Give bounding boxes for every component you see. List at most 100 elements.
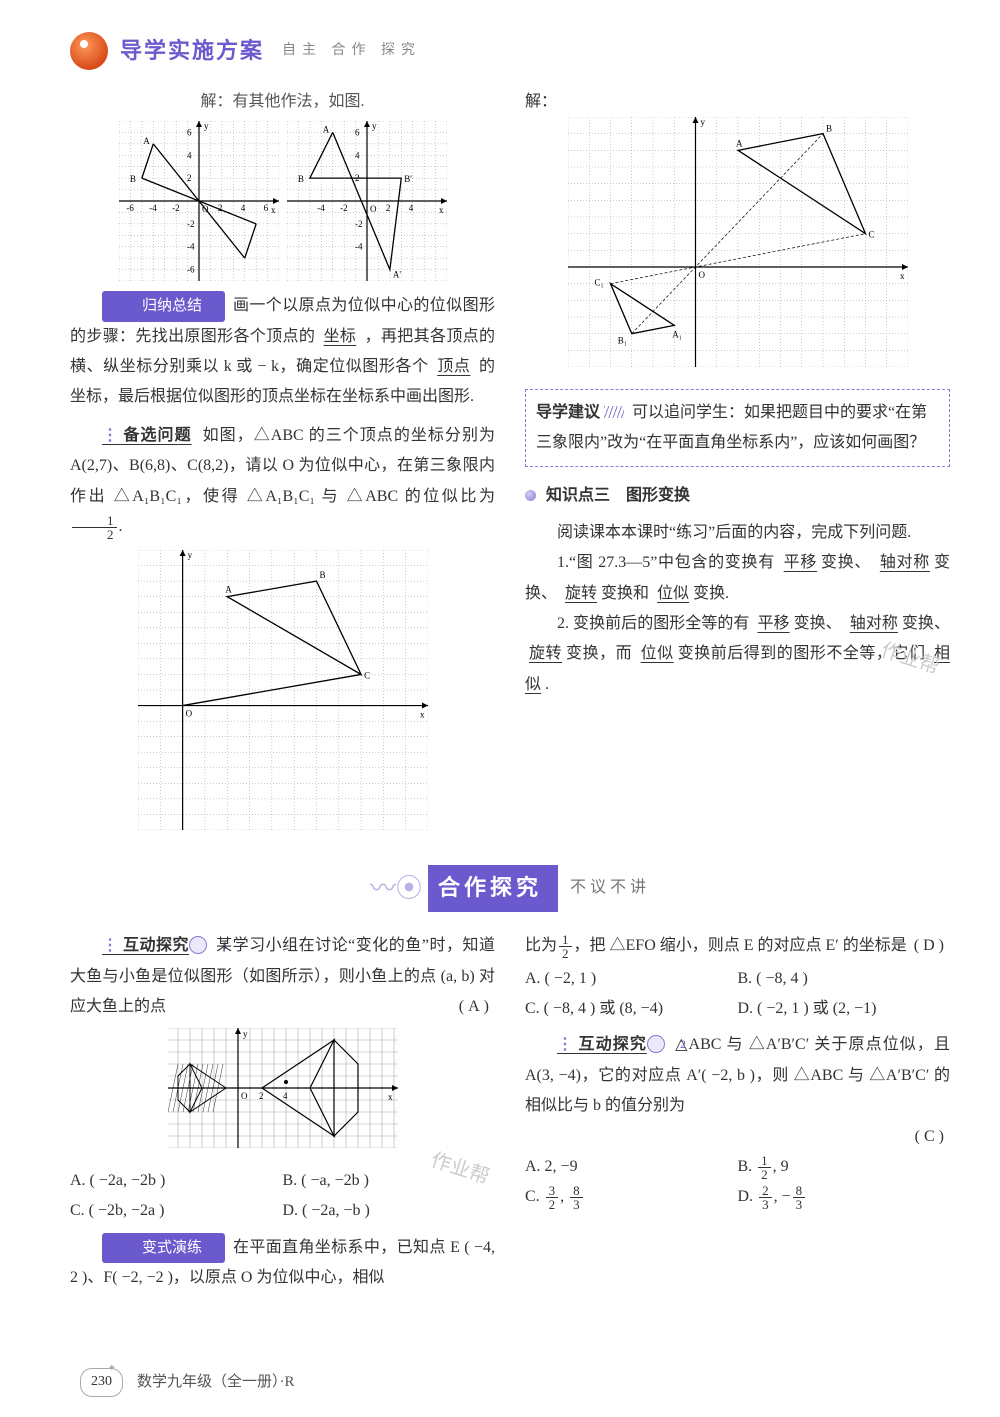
svg-text:x: x xyxy=(900,271,905,281)
h2-B: B. 12, 9 xyxy=(738,1152,951,1182)
page-number: 230 xyxy=(80,1368,123,1397)
svg-text:2: 2 xyxy=(385,203,390,213)
svg-text:6: 6 xyxy=(187,128,192,138)
svg-text:O: O xyxy=(241,1091,248,1101)
svg-text:-2: -2 xyxy=(355,219,363,229)
svg-text:B: B xyxy=(319,571,325,581)
svg-text:y: y xyxy=(243,1029,248,1039)
svg-text:C₁: C₁ xyxy=(594,278,603,288)
footer-text: 数学九年级（全一册）·R xyxy=(137,1368,295,1397)
left-column: 解：有其他作法，如图. xyO-6-4-2246-6-4-2246AB xyO-… xyxy=(70,87,495,842)
svg-text:4: 4 xyxy=(283,1091,288,1101)
svg-text:x: x xyxy=(420,710,425,720)
svg-text:x: x xyxy=(271,205,276,215)
hd2-label: 互动探究 xyxy=(557,1036,647,1053)
svg-text:x: x xyxy=(439,205,444,215)
q1: 1.“图 27.3—5”中包含的变换有 平移变换、 轴对称变换、 旋转变换和 位… xyxy=(525,548,950,609)
svg-text:4: 4 xyxy=(187,150,192,160)
svg-text:B₁: B₁ xyxy=(617,336,626,346)
backup-frac: 12 xyxy=(72,514,117,541)
var-answer: ( D ) xyxy=(914,931,944,961)
page-header: 导学实施方案 自主 合作 探究 xyxy=(70,30,950,72)
summary-para: 归纳总结 画一个以原点为位似中心的位似图形的步骤：先找出原图形各个顶点的 坐标 … xyxy=(70,291,495,413)
vopt-C: C. ( −8, 4 ) 或 (8, −4) xyxy=(525,994,738,1024)
kp-title: 图形变换 xyxy=(626,487,690,504)
hatch-icon xyxy=(604,406,624,418)
svg-text:4: 4 xyxy=(355,150,360,160)
answer-graph: xyOABCA₁B₁C₁ xyxy=(568,117,908,367)
hd1-answer: ( A ) xyxy=(427,992,489,1022)
h2-D: D. 23, −83 xyxy=(738,1182,951,1212)
kp-intro: 阅读课本本课时“练习”后面的内容，完成下列问题. xyxy=(525,518,950,548)
svg-text:O: O xyxy=(185,709,192,719)
vopt-D: D. ( −2, 1 ) 或 (2, −1) xyxy=(738,994,951,1024)
advice-title: 导学建议 xyxy=(536,404,600,421)
big-graph: x y O A B C xyxy=(138,550,428,830)
bottom-right: 比为12，把 △EFO 缩小，则点 E 的对应点 E′ 的坐标是 ( D ) A… xyxy=(525,931,950,1293)
svg-text:-6: -6 xyxy=(126,203,134,213)
hd1-label: 互动探究 xyxy=(102,937,189,954)
svg-text:-4: -4 xyxy=(317,203,325,213)
summary-blank2: 顶点 xyxy=(433,358,474,375)
svg-text:O: O xyxy=(370,204,377,214)
sol-label: 解： xyxy=(525,93,557,110)
svg-text:A: A xyxy=(736,139,743,149)
vopt-B: B. ( −8, 4 ) xyxy=(738,964,951,994)
banner-title: 合作探究 xyxy=(428,865,558,913)
kp-label: 知识点三 xyxy=(546,487,610,504)
var-cont: 比为12，把 △EFO 缩小，则点 E 的对应点 E′ 的坐标是 ( D ) xyxy=(525,931,950,961)
banner-deco-icon: 〰⦿ xyxy=(370,864,422,913)
svg-text:y: y xyxy=(187,550,192,560)
bottom-columns: 互动探究1 某学习小组在讨论“变化的鱼”时，知道大鱼与小鱼是位似图形（如图所示）… xyxy=(70,931,950,1293)
hd2-para: 互动探究2 △ABC 与 △A′B′C′ 关于原点位似，且 A(3, −4)，它… xyxy=(525,1030,950,1121)
svg-text:-4: -4 xyxy=(149,203,157,213)
small-graph-2: xyO-4-224-4-2246ABB'A' xyxy=(287,121,447,281)
svg-text:C: C xyxy=(868,230,874,240)
hd2-options: A. 2, −9 B. 12, 9 C. 32, 83 D. 23, −83 xyxy=(525,1152,950,1213)
opt-A: A. ( −2a, −2b ) xyxy=(70,1166,283,1196)
svg-text:y: y xyxy=(700,117,705,127)
svg-text:B: B xyxy=(129,174,135,184)
big-graph-wrap: x y O A B C xyxy=(70,550,495,841)
svg-text:A: A xyxy=(225,585,232,595)
svg-text:2: 2 xyxy=(259,1091,264,1101)
fish-graph-wrap: Ox y 2 4 xyxy=(70,1028,495,1159)
logo-icon xyxy=(70,32,108,70)
var-tag: 变式演练 xyxy=(102,1233,225,1264)
backup-problem: 备选问题 如图，△ABC 的三个顶点的坐标分别为 A(2,7)、B(6,8)、C… xyxy=(70,421,495,543)
hd1-num: 1 xyxy=(189,936,207,954)
var-options: A. ( −2, 1 ) B. ( −8, 4 ) C. ( −8, 4 ) 或… xyxy=(525,964,950,1025)
svg-text:-4: -4 xyxy=(355,242,363,252)
svg-text:2: 2 xyxy=(217,203,222,213)
svg-text:B': B' xyxy=(404,174,412,184)
bottom-left: 互动探究1 某学习小组在讨论“变化的鱼”时，知道大鱼与小鱼是位似图形（如图所示）… xyxy=(70,931,495,1293)
q2: 2. 变换前后的图形全等的有 平移变换、 轴对称变换、 旋转变换，而 位似变换前… xyxy=(525,609,950,700)
opt-D: D. ( −2a, −b ) xyxy=(283,1196,496,1226)
answer-graph-wrap: 解： xyOABCA₁B₁C₁ xyxy=(525,87,950,379)
hd2-num: 2 xyxy=(647,1035,665,1053)
top-columns: 解：有其他作法，如图. xyO-6-4-2246-6-4-2246AB xyO-… xyxy=(70,87,950,842)
summary-blank1: 坐标 xyxy=(320,328,361,345)
opt-B: B. ( −a, −2b ) xyxy=(283,1166,496,1196)
advice-box: 导学建议 可以追问学生：如果把题目中的要求“在第三象限内”改为“在平面直角坐标系… xyxy=(525,389,950,468)
section-banner: 〰⦿ 合作探究 不议不讲 xyxy=(70,864,950,913)
svg-text:-4: -4 xyxy=(187,242,195,252)
h2-C: C. 32, 83 xyxy=(525,1182,738,1212)
svg-text:4: 4 xyxy=(240,203,245,213)
svg-text:6: 6 xyxy=(263,203,268,213)
svg-text:y: y xyxy=(204,121,209,131)
small-graph-1: xyO-6-4-2246-6-4-2246AB xyxy=(119,121,279,281)
svg-text:-2: -2 xyxy=(187,219,195,229)
opt-C: C. ( −2b, −2a ) xyxy=(70,1196,283,1226)
svg-text:A: A xyxy=(322,125,329,135)
svg-text:A': A' xyxy=(392,270,400,280)
svg-text:C: C xyxy=(364,671,370,681)
vopt-A: A. ( −2, 1 ) xyxy=(525,964,738,994)
fish-graph: Ox y 2 4 xyxy=(168,1028,398,1148)
svg-text:B: B xyxy=(297,174,303,184)
kp-bullet-icon xyxy=(525,490,536,501)
backup-punct: . xyxy=(119,518,123,535)
svg-text:x: x xyxy=(388,1092,393,1102)
h2-A: A. 2, −9 xyxy=(525,1152,738,1182)
svg-text:O: O xyxy=(698,270,705,280)
